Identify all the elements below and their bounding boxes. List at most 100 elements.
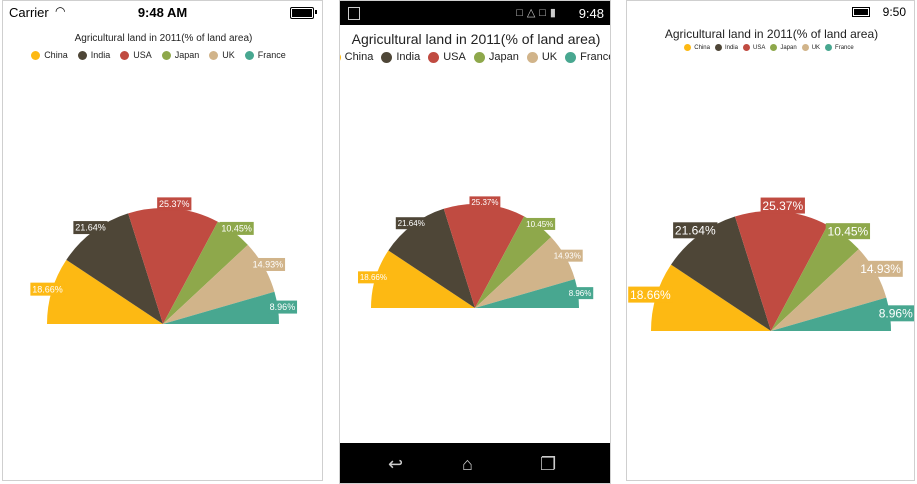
legend-item-japan[interactable]: Japan bbox=[473, 51, 519, 63]
notification-icon bbox=[348, 7, 360, 20]
legend-marker bbox=[244, 50, 254, 60]
legend-item-india[interactable]: India bbox=[381, 51, 420, 63]
data-label-box bbox=[673, 222, 718, 239]
legend-marker bbox=[526, 51, 538, 63]
legend-label: China bbox=[694, 44, 710, 51]
data-label-box bbox=[219, 221, 254, 235]
legend-label: India bbox=[396, 51, 421, 63]
pie-slice-china[interactable] bbox=[651, 264, 771, 331]
legend-label: USA bbox=[443, 51, 466, 63]
data-label-box bbox=[876, 305, 914, 322]
data-label-box bbox=[73, 221, 108, 235]
legend-item-uk[interactable]: UK bbox=[801, 44, 821, 51]
legend-label: UK bbox=[541, 51, 558, 63]
data-label: 10.45% bbox=[828, 224, 869, 238]
data-label: 8.96% bbox=[879, 307, 913, 321]
legend-item-france[interactable]: France bbox=[244, 50, 286, 60]
data-label: 8.96% bbox=[270, 302, 296, 312]
legend-item-usa[interactable]: USA bbox=[120, 50, 152, 60]
legend-marker bbox=[684, 44, 692, 51]
legend-marker bbox=[31, 50, 41, 60]
legend-marker bbox=[565, 51, 577, 63]
pie-slice-india[interactable] bbox=[66, 213, 163, 324]
back-icon[interactable]: ↩ bbox=[388, 454, 404, 474]
legend-item-china[interactable]: China bbox=[684, 44, 710, 51]
pie-slice-france[interactable] bbox=[771, 297, 891, 331]
data-label: 8.96% bbox=[569, 289, 592, 298]
pie-slice-china[interactable] bbox=[371, 250, 475, 308]
signal-icon: □△□▮ bbox=[516, 7, 560, 19]
pie-slice-japan[interactable] bbox=[475, 216, 552, 308]
legend-label: France bbox=[257, 50, 286, 60]
windows-screen: 9:50 Agricultural land in 2011(% of land… bbox=[626, 0, 915, 481]
legend-item-france[interactable]: France bbox=[825, 44, 854, 51]
legend-item-india[interactable]: India bbox=[77, 50, 111, 60]
pie-slice-usa[interactable] bbox=[443, 204, 525, 308]
data-label-box bbox=[825, 223, 871, 240]
legend-item-france[interactable]: France bbox=[565, 51, 611, 63]
wifi-icon: ◠ bbox=[55, 4, 66, 18]
data-label-box bbox=[760, 197, 805, 214]
pie-slice-france[interactable] bbox=[163, 291, 279, 324]
ios-pie-chart: Agricultural land in 2011(% of land area… bbox=[3, 31, 322, 351]
legend-marker bbox=[209, 50, 219, 60]
legend-item-japan[interactable]: Japan bbox=[161, 50, 199, 60]
chart-legend: China India USA Japan UK France bbox=[3, 50, 322, 60]
android-nav-bar: ↩ ⌂ ❐ bbox=[340, 443, 610, 483]
legend-label: China bbox=[44, 50, 68, 60]
legend-item-uk[interactable]: UK bbox=[209, 50, 235, 60]
data-label: 14.93% bbox=[253, 260, 284, 270]
pie-slice-japan[interactable] bbox=[771, 225, 859, 331]
data-label-box bbox=[267, 300, 298, 314]
carrier-label: Carrier bbox=[9, 5, 49, 20]
windows-status-bar: 9:50 bbox=[627, 1, 914, 25]
data-label: 14.93% bbox=[554, 251, 581, 260]
legend-label: USA bbox=[752, 44, 766, 51]
legend-item-usa[interactable]: USA bbox=[428, 51, 466, 63]
data-label: 10.45% bbox=[526, 220, 553, 229]
legend-label: UK bbox=[811, 44, 821, 51]
legend-label: France bbox=[580, 51, 611, 63]
legend-label: USA bbox=[133, 50, 152, 60]
pie-slice-india[interactable] bbox=[388, 208, 475, 308]
legend-item-uk[interactable]: UK bbox=[526, 51, 558, 63]
legend-marker bbox=[714, 44, 722, 51]
chart-legend: China India USA Japan UK France bbox=[627, 44, 914, 51]
pie-slice-uk[interactable] bbox=[771, 249, 887, 331]
recent-apps-icon[interactable]: ❐ bbox=[540, 454, 557, 474]
pie-slice-usa[interactable] bbox=[734, 211, 828, 331]
legend-item-china[interactable]: China bbox=[31, 50, 68, 60]
pie-slice-japan[interactable] bbox=[163, 221, 248, 324]
chart-title: Agricultural land in 2011(% of land area… bbox=[664, 27, 879, 41]
ios-status-bar: Carrier ◠ 9:48 AM bbox=[3, 1, 322, 23]
legend-item-india[interactable]: India bbox=[714, 44, 738, 51]
pie-slice-france[interactable] bbox=[475, 279, 579, 308]
data-label-box bbox=[858, 260, 903, 277]
legend-label: India bbox=[724, 44, 738, 51]
pie-slice-china[interactable] bbox=[47, 259, 163, 324]
legend-marker bbox=[340, 51, 341, 63]
home-icon[interactable]: ⌂ bbox=[462, 454, 473, 474]
pie-slice-usa[interactable] bbox=[128, 208, 218, 324]
battery-icon bbox=[852, 7, 870, 17]
pie-slice-uk[interactable] bbox=[475, 237, 575, 308]
android-pie-chart: Agricultural land in 2011(% of land area… bbox=[340, 25, 611, 345]
data-label-box bbox=[157, 197, 192, 211]
legend-marker bbox=[120, 50, 130, 60]
pie-slice-india[interactable] bbox=[671, 216, 771, 331]
data-label: 21.64% bbox=[398, 219, 425, 228]
legend-item-japan[interactable]: Japan bbox=[770, 44, 797, 51]
chart-legend: China India USA Japan UK France bbox=[340, 51, 611, 63]
legend-label: India bbox=[90, 50, 111, 60]
android-screen: □△□▮ 9:48 Agricultural land in 2011(% of… bbox=[339, 0, 611, 484]
ios-screen: Carrier ◠ 9:48 AM Agricultural land in 2… bbox=[2, 0, 323, 481]
data-label-box bbox=[30, 282, 65, 296]
battery-icon bbox=[290, 7, 314, 19]
data-label-box bbox=[358, 271, 389, 284]
pie-slice-uk[interactable] bbox=[163, 244, 275, 324]
data-label-box bbox=[566, 287, 594, 300]
legend-item-usa[interactable]: USA bbox=[742, 44, 766, 51]
legend-item-china[interactable]: China bbox=[340, 51, 373, 63]
data-label: 21.64% bbox=[75, 223, 106, 233]
legend-marker bbox=[161, 50, 171, 60]
